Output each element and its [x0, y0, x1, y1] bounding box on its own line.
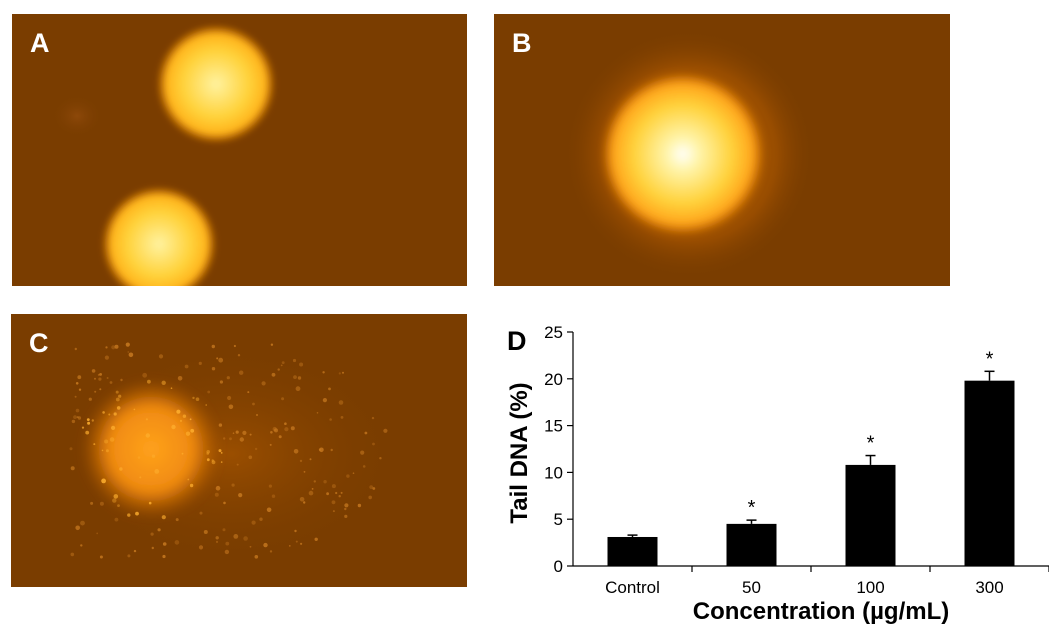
panel-label-c: C: [29, 328, 49, 358]
bar: [845, 464, 896, 566]
significance-marker: *: [986, 348, 994, 370]
bar: [607, 536, 658, 566]
y-tick-label: 5: [554, 510, 563, 529]
comet-image-a: A: [12, 14, 467, 286]
panel-label-b: B: [512, 28, 532, 58]
significance-marker: *: [748, 497, 756, 519]
y-tick-label: 10: [544, 463, 563, 482]
x-tick-label: 50: [742, 578, 761, 597]
x-tick-label: 300: [975, 578, 1003, 597]
nucleus-a2: [101, 186, 217, 286]
panel-label-a: A: [30, 28, 50, 58]
comet-image-c: C: [11, 314, 467, 587]
y-tick-label: 0: [554, 557, 563, 576]
nucleus-b: [604, 72, 768, 236]
nucleus-a1: [156, 24, 276, 144]
x-tick-label: 100: [856, 578, 884, 597]
bar: [726, 523, 777, 566]
y-axis-label: Tail DNA (%): [506, 382, 533, 523]
comet-image-b: B: [494, 14, 950, 286]
significance-marker: *: [867, 433, 875, 455]
y-tick-label: 20: [544, 370, 563, 389]
bar: [964, 380, 1015, 566]
tail-dna-bar-chart: 0 5 10 15 20 25 Control 50 100 300 * * * Tail DNA …: [495, 312, 1049, 625]
comet-head-c: [81, 379, 221, 519]
y-tick-label: 15: [544, 417, 563, 436]
x-axis-label: Concentration (µg/mL): [693, 598, 949, 624]
panel-label-d: D: [507, 326, 527, 356]
y-tick-label: 25: [544, 323, 563, 342]
x-tick-label: Control: [605, 578, 660, 597]
